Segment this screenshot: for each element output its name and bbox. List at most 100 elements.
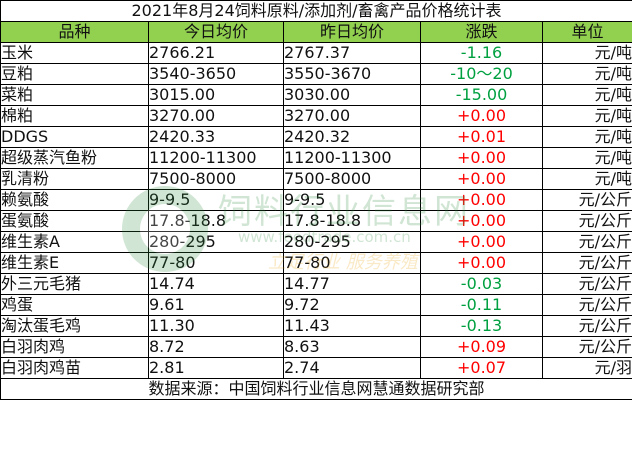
table-row: 维生素E 77-80 77-80 +0.00 元/公斤: [0, 252, 632, 274]
cell-unit: 元/吨: [541, 105, 632, 127]
cell-unit: 元/吨: [541, 84, 632, 106]
source-note: 数据来源：中国饲料行业信息网慧通数据研究部: [0, 378, 632, 400]
cell-today-price: 2766.21: [148, 42, 284, 64]
cell-name: 白羽肉鸡: [0, 336, 149, 358]
column-header-yesterday: 昨日均价: [283, 21, 421, 43]
cell-change: -1.16: [420, 42, 543, 64]
column-header-name: 品种: [0, 21, 149, 43]
cell-today-price: 9.61: [148, 294, 284, 316]
cell-today-price: 8.72: [148, 336, 284, 358]
cell-change: -0.13: [420, 315, 543, 337]
cell-yesterday-price: 280-295: [283, 231, 421, 253]
cell-change: +0.01: [420, 126, 543, 148]
cell-yesterday-price: 77-80: [283, 252, 421, 274]
cell-unit: 元/吨: [541, 126, 632, 148]
cell-today-price: 7500-8000: [148, 168, 284, 190]
cell-today-price: 9-9.5: [148, 189, 284, 211]
table-row: 鸡蛋 9.61 9.72 -0.11 元/公斤: [0, 294, 632, 316]
table-row: 白羽肉鸡 8.72 8.63 +0.09 元/公斤: [0, 336, 632, 358]
cell-name: 维生素E: [0, 252, 149, 274]
cell-name: 蛋氨酸: [0, 210, 149, 232]
cell-yesterday-price: 17.8-18.8: [283, 210, 421, 232]
cell-unit: 元/吨: [541, 63, 632, 85]
cell-name: 豆粕: [0, 63, 149, 85]
table-row: 乳清粉 7500-8000 7500-8000 +0.00 元/吨: [0, 168, 632, 190]
cell-unit: 元/公斤: [541, 210, 632, 232]
title-row: 2021年8月24饲料原料/添加剂/畜禽产品价格统计表: [0, 0, 632, 22]
cell-name: 超级蒸汽鱼粉: [0, 147, 149, 169]
cell-today-price: 280-295: [148, 231, 284, 253]
cell-change: +0.00: [420, 252, 543, 274]
table-row: 豆粕 3540-3650 3550-3670 -10～20 元/吨: [0, 63, 632, 85]
cell-unit: 元/羽: [541, 357, 632, 379]
cell-unit: 元/公斤: [541, 273, 632, 295]
table-row: 玉米 2766.21 2767.37 -1.16 元/吨: [0, 42, 632, 64]
cell-change: -15.00: [420, 84, 543, 106]
cell-unit: 元/公斤: [541, 189, 632, 211]
cell-yesterday-price: 8.63: [283, 336, 421, 358]
cell-change: +0.00: [420, 210, 543, 232]
cell-yesterday-price: 2.74: [283, 357, 421, 379]
cell-change: +0.00: [420, 105, 543, 127]
cell-change: +0.00: [420, 147, 543, 169]
price-table: 2021年8月24饲料原料/添加剂/畜禽产品价格统计表 品种 今日均价 昨日均价…: [0, 0, 632, 400]
cell-yesterday-price: 3270.00: [283, 105, 421, 127]
cell-change: +0.07: [420, 357, 543, 379]
cell-unit: 元/公斤: [541, 252, 632, 274]
cell-today-price: 3015.00: [148, 84, 284, 106]
cell-yesterday-price: 2767.37: [283, 42, 421, 64]
cell-name: 鸡蛋: [0, 294, 149, 316]
cell-today-price: 2420.33: [148, 126, 284, 148]
table-row: DDGS 2420.33 2420.32 +0.01 元/吨: [0, 126, 632, 148]
table-title: 2021年8月24饲料原料/添加剂/畜禽产品价格统计表: [0, 0, 632, 22]
cell-change: -10～20: [420, 63, 543, 85]
table-row: 棉粕 3270.00 3270.00 +0.00 元/吨: [0, 105, 632, 127]
table-row: 外三元毛猪 14.74 14.77 -0.03 元/公斤: [0, 273, 632, 295]
cell-yesterday-price: 14.77: [283, 273, 421, 295]
cell-name: 乳清粉: [0, 168, 149, 190]
column-header-today: 今日均价: [148, 21, 284, 43]
cell-unit: 元/公斤: [541, 294, 632, 316]
cell-unit: 元/吨: [541, 42, 632, 64]
cell-today-price: 2.81: [148, 357, 284, 379]
cell-unit: 元/公斤: [541, 315, 632, 337]
cell-name: 维生素A: [0, 231, 149, 253]
cell-yesterday-price: 9.72: [283, 294, 421, 316]
cell-yesterday-price: 2420.32: [283, 126, 421, 148]
cell-yesterday-price: 9-9.5: [283, 189, 421, 211]
table-row: 菜粕 3015.00 3030.00 -15.00 元/吨: [0, 84, 632, 106]
column-header-unit: 单位: [541, 21, 632, 43]
cell-yesterday-price: 3030.00: [283, 84, 421, 106]
cell-unit: 元/公斤: [541, 336, 632, 358]
cell-change: -0.11: [420, 294, 543, 316]
cell-name: 赖氨酸: [0, 189, 149, 211]
cell-name: 棉粕: [0, 105, 149, 127]
cell-today-price: 14.74: [148, 273, 284, 295]
table-row: 蛋氨酸 17.8-18.8 17.8-18.8 +0.00 元/公斤: [0, 210, 632, 232]
cell-yesterday-price: 7500-8000: [283, 168, 421, 190]
cell-yesterday-price: 3550-3670: [283, 63, 421, 85]
cell-unit: 元/公斤: [541, 231, 632, 253]
table-row: 白羽肉鸡苗 2.81 2.74 +0.07 元/羽: [0, 357, 632, 379]
table-row: 赖氨酸 9-9.5 9-9.5 +0.00 元/公斤: [0, 189, 632, 211]
table-row: 淘汰蛋毛鸡 11.30 11.43 -0.13 元/公斤: [0, 315, 632, 337]
source-row: 数据来源：中国饲料行业信息网慧通数据研究部: [0, 378, 632, 400]
cell-today-price: 11.30: [148, 315, 284, 337]
cell-change: +0.09: [420, 336, 543, 358]
column-header-change: 涨跌: [420, 21, 543, 43]
cell-change: +0.00: [420, 168, 543, 190]
cell-today-price: 77-80: [148, 252, 284, 274]
cell-change: -0.03: [420, 273, 543, 295]
cell-name: DDGS: [0, 126, 149, 148]
table-row: 维生素A 280-295 280-295 +0.00 元/公斤: [0, 231, 632, 253]
table-row: 超级蒸汽鱼粉 11200-11300 11200-11300 +0.00 元/吨: [0, 147, 632, 169]
cell-today-price: 11200-11300: [148, 147, 284, 169]
cell-name: 玉米: [0, 42, 149, 64]
cell-name: 外三元毛猪: [0, 273, 149, 295]
header-row: 品种 今日均价 昨日均价 涨跌 单位: [0, 21, 632, 43]
cell-unit: 元/吨: [541, 147, 632, 169]
cell-unit: 元/吨: [541, 168, 632, 190]
cell-today-price: 3270.00: [148, 105, 284, 127]
cell-change: +0.00: [420, 231, 543, 253]
cell-name: 淘汰蛋毛鸡: [0, 315, 149, 337]
